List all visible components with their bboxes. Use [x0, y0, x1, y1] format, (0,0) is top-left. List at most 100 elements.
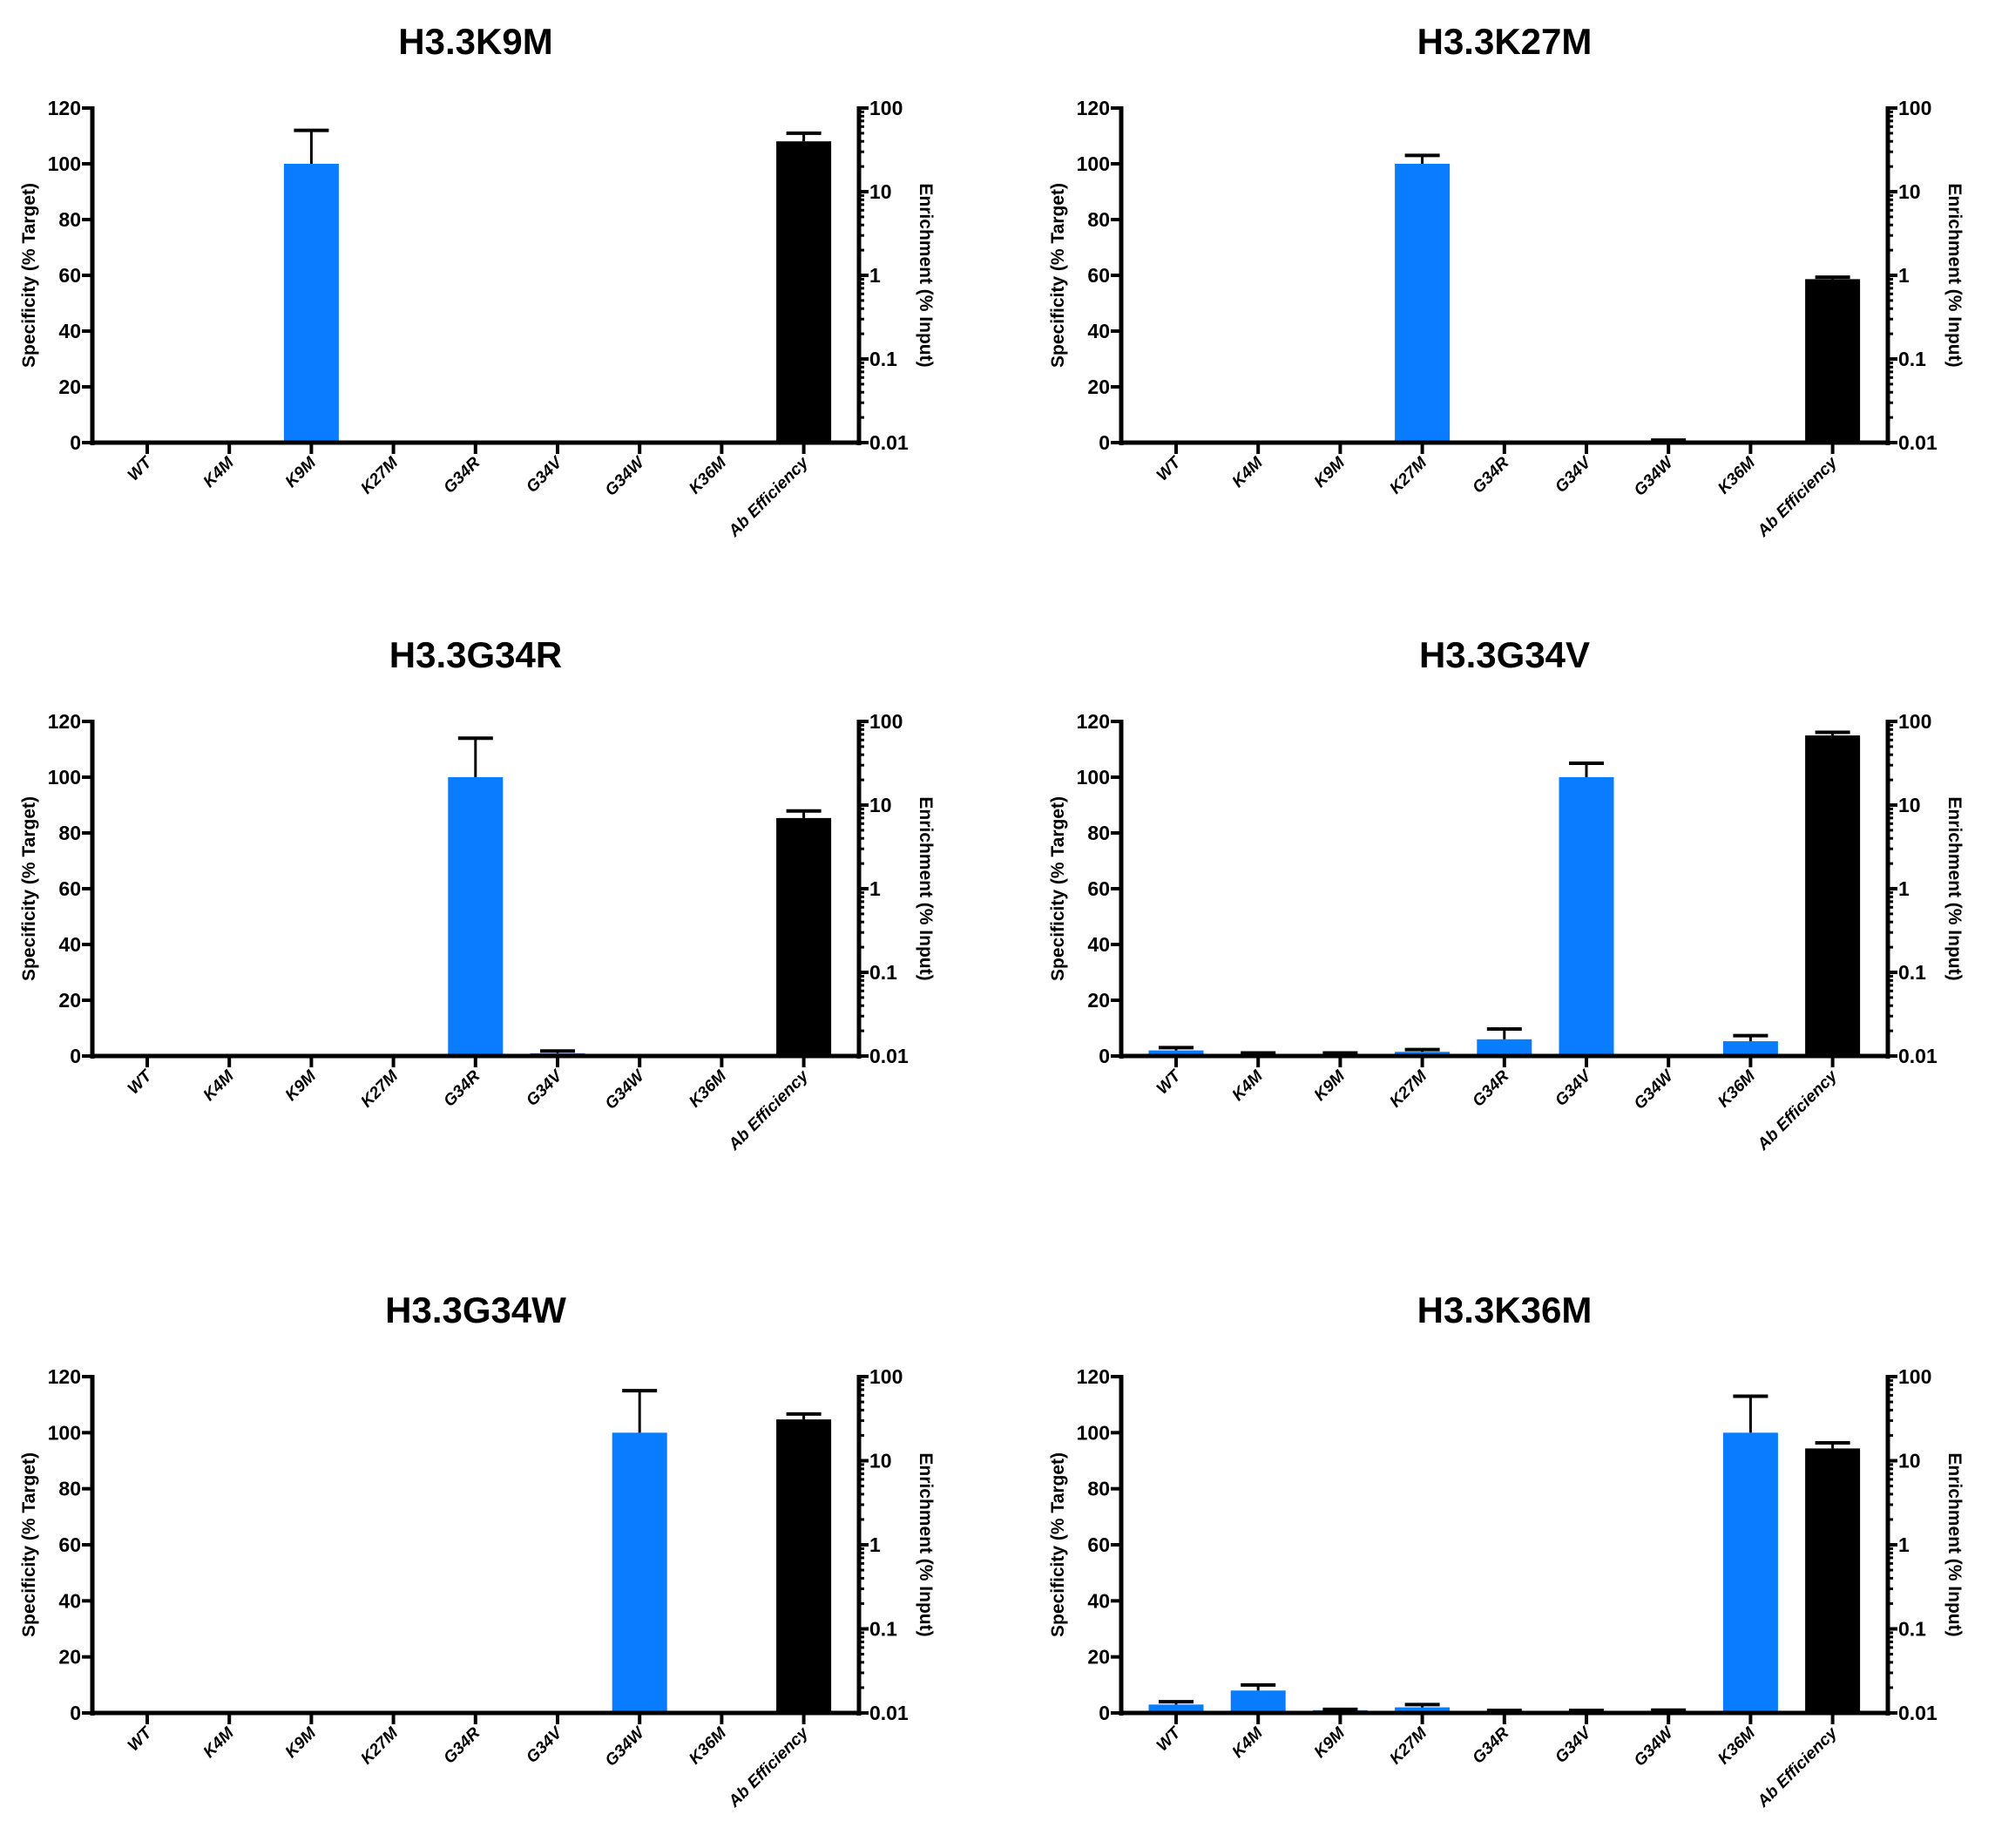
y-tick-label: 120	[48, 97, 81, 119]
chart-panel-h33k27m: H3.3K27M 0 20 40 60 80 100 120 Specificity (% Ta…	[1048, 21, 1965, 541]
x-tick-label: K4M	[1229, 1066, 1268, 1105]
x-tick-label: G34V	[523, 453, 566, 497]
y-tick-label: 40	[1087, 320, 1110, 342]
x-tick-label: Ab Efficiency	[725, 453, 813, 541]
y-axis-title: Specificity (% Target)	[19, 1452, 39, 1637]
y-tick-label: 20	[1087, 1646, 1110, 1669]
bar-wt	[1148, 1050, 1204, 1056]
x-tick-label: K27M	[357, 1066, 402, 1112]
x-tick-label: Ab Efficiency	[1754, 1723, 1842, 1811]
x-tick-label: K4M	[1229, 1723, 1268, 1762]
chart-panel-h33g34v: H3.3G34V 0 20 40 60 80 100 120 Specificity (% Ta…	[1048, 634, 1965, 1154]
y-tick-label: 40	[1087, 933, 1110, 956]
y2-tick-label: 100	[1898, 97, 1931, 119]
y-tick-label: 0	[70, 1702, 81, 1724]
y2-tick-label: 10	[869, 180, 892, 203]
y-tick-label: 120	[48, 710, 81, 733]
y2-tick-label: 100	[1898, 710, 1931, 733]
y2-axis-title: Enrichment (% Input)	[916, 183, 936, 367]
bar-g34r	[1477, 1039, 1532, 1056]
x-tick-label: WT	[1153, 1723, 1186, 1756]
y-tick-label: 20	[58, 989, 81, 1012]
x-tick-label: Ab Efficiency	[1754, 453, 1842, 541]
chart-panel-h33g34w: H3.3G34W 0 20 40 60 80 100 120 Specificity (% Ta…	[19, 1290, 936, 1811]
bar-ab-efficiency	[1805, 279, 1861, 443]
x-tick-label: K9M	[1311, 1066, 1349, 1105]
x-tick-label: K36M	[686, 1723, 731, 1769]
y2-tick-label: 0.1	[1898, 348, 1926, 370]
y2-tick-label: 10	[1898, 180, 1921, 203]
y-tick-label: 120	[1077, 710, 1110, 733]
y-axis-title: Specificity (% Target)	[1048, 796, 1068, 981]
y-axis-title: Specificity (% Target)	[1048, 1452, 1068, 1637]
x-tick-label: K27M	[1386, 1066, 1431, 1112]
bar-ab-efficiency	[776, 1419, 832, 1713]
bar-ab-efficiency	[1805, 1448, 1861, 1713]
x-tick-label: G34W	[602, 1066, 649, 1113]
y-tick-label: 100	[1077, 1421, 1110, 1444]
x-tick-label: K36M	[1714, 1723, 1760, 1769]
y-tick-label: 60	[58, 1533, 81, 1556]
x-tick-label: K4M	[200, 453, 239, 491]
x-tick-label: G34V	[1552, 1066, 1595, 1110]
y-tick-label: 40	[58, 933, 81, 956]
y-tick-label: 0	[70, 431, 81, 454]
x-tick-label: K9M	[1311, 453, 1349, 491]
bar-k4m	[1230, 1690, 1286, 1713]
y-tick-label: 80	[58, 208, 81, 231]
y-tick-label: 60	[1087, 1533, 1110, 1556]
y-tick-label: 100	[48, 152, 81, 175]
bar-k36m	[1722, 1041, 1778, 1056]
y2-tick-label: 10	[869, 794, 892, 816]
x-tick-label: K9M	[1311, 1723, 1349, 1762]
bar-ab-efficiency	[776, 817, 832, 1056]
x-tick-label: K36M	[1714, 1066, 1760, 1112]
y2-axis-title: Enrichment (% Input)	[916, 1452, 936, 1636]
y-tick-label: 100	[1077, 766, 1110, 789]
x-tick-label: K36M	[1714, 453, 1760, 498]
bar-wt	[1148, 1704, 1204, 1713]
chart-panel-h33k36m: H3.3K36M 0 20 40 60 80 100 120 Specificity (% Ta…	[1048, 1290, 1965, 1811]
x-tick-label: K9M	[282, 453, 321, 491]
chart-title: H3.3G34V	[1419, 634, 1590, 675]
y-axis-title: Specificity (% Target)	[1048, 183, 1068, 368]
y-tick-label: 40	[58, 1589, 81, 1612]
y2-tick-label: 0.1	[869, 961, 897, 984]
chart-panel-h33g34r: H3.3G34R 0 20 40 60 80 100 120 Specificity (% Ta…	[19, 634, 936, 1154]
chart-title: H3.3K36M	[1417, 1290, 1593, 1330]
x-tick-label: Ab Efficiency	[1754, 1066, 1842, 1154]
y-tick-label: 0	[1099, 431, 1110, 454]
chart-title: H3.3G34W	[385, 1290, 566, 1330]
y-tick-label: 20	[58, 1646, 81, 1669]
y2-tick-label: 0.01	[869, 431, 909, 454]
y-tick-label: 20	[58, 376, 81, 398]
y-tick-label: 120	[48, 1365, 81, 1388]
x-tick-label: K27M	[357, 1723, 402, 1769]
y2-tick-label: 100	[869, 1365, 903, 1388]
y-tick-label: 120	[1077, 97, 1110, 119]
y-axis-title: Specificity (% Target)	[19, 183, 39, 368]
chart-panel-h33k9m: H3.3K9M 0 20 40 60 80 100 120 Specificity (% Tar…	[19, 21, 936, 541]
x-tick-label: G34V	[1552, 453, 1595, 497]
x-tick-label: WT	[1153, 1066, 1186, 1099]
y2-tick-label: 1	[869, 264, 881, 287]
y2-tick-label: 10	[1898, 1450, 1921, 1472]
x-tick-label: WT	[1153, 453, 1186, 485]
y2-tick-label: 1	[1898, 877, 1910, 900]
y2-tick-label: 1	[1898, 264, 1910, 287]
y2-tick-label: 1	[869, 877, 881, 900]
y-axis-title: Specificity (% Target)	[19, 796, 39, 981]
bar-ab-efficiency	[1805, 735, 1861, 1056]
y-tick-label: 0	[70, 1045, 81, 1067]
y2-tick-label: 10	[1898, 794, 1921, 816]
y-tick-label: 100	[1077, 152, 1110, 175]
x-tick-label: G34W	[1631, 1723, 1678, 1770]
bar-g34w	[612, 1432, 667, 1713]
y-tick-label: 20	[1087, 989, 1110, 1012]
x-tick-label: G34W	[1631, 1066, 1678, 1113]
x-tick-label: K4M	[200, 1066, 239, 1105]
x-tick-label: K36M	[686, 1066, 731, 1112]
x-tick-label: G34R	[1469, 1723, 1512, 1767]
x-tick-label: Ab Efficiency	[725, 1066, 813, 1154]
